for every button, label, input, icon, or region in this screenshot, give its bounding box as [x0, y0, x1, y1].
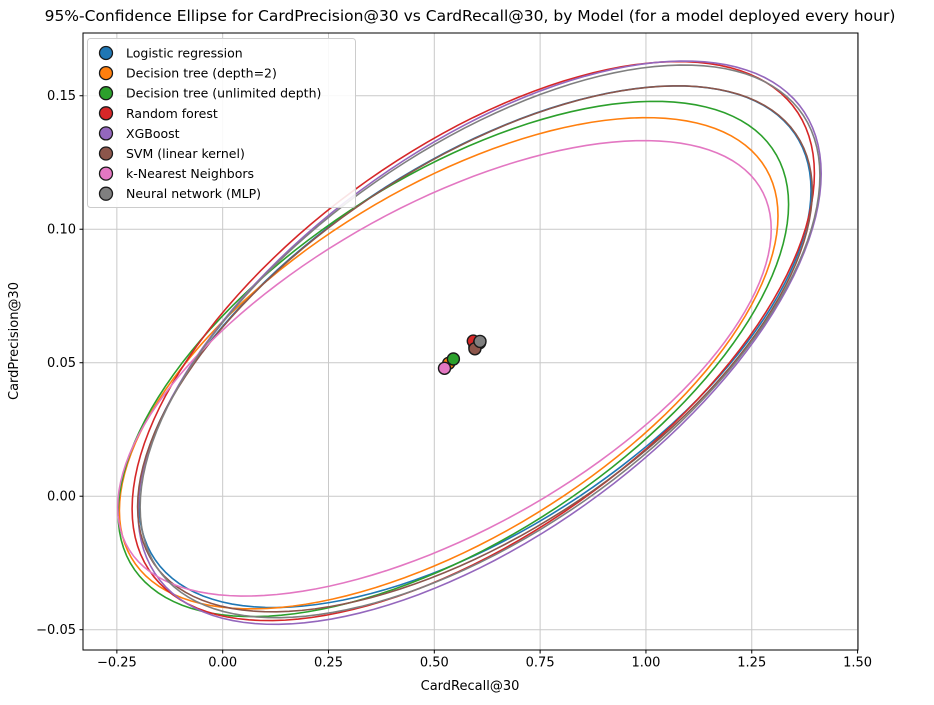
x-axis-ticks: −0.25 0.00 0.25 0.50 0.75 1.00 1.25 1.50	[97, 650, 872, 671]
legend: Logistic regression Decision tree (depth=…	[87, 38, 356, 208]
y-tick-label: 0.05	[47, 356, 76, 371]
legend-swatch	[98, 45, 114, 61]
y-axis-ticks: −0.05 0.00 0.05 0.10 0.15	[36, 89, 83, 638]
x-tick-label: 1.00	[631, 656, 660, 671]
plot-area-border	[82, 32, 859, 651]
x-tick-label: 0.75	[526, 656, 555, 671]
x-tick-label: 1.50	[843, 656, 872, 671]
legend-swatch	[98, 86, 114, 101]
legend-swatch	[98, 166, 114, 181]
confidence-ellipse-svm-linear-kernel-	[136, 85, 814, 613]
legend-swatch	[98, 146, 114, 161]
y-tick-label: 0.00	[47, 490, 76, 505]
y-tick-label: −0.05	[36, 623, 76, 638]
legend-swatch	[98, 126, 114, 141]
y-axis-label: CardPrecision@30	[7, 282, 22, 400]
confidence-ellipse-decision-tree-depth-2-	[118, 116, 779, 610]
legend-label: Random forest	[126, 106, 218, 121]
confidence-ellipse-k-nearest-neighbors	[116, 139, 773, 597]
legend-box	[87, 38, 356, 208]
chart-title: 95%-Confidence Ellipse for CardPrecision…	[45, 7, 896, 25]
y-tick-label: 0.15	[47, 89, 76, 104]
data-point-decision-tree-unlimited-depth-	[446, 352, 461, 366]
legend-swatch	[98, 65, 114, 81]
x-tick-label: 1.25	[737, 656, 766, 671]
data-points	[437, 334, 487, 375]
x-tick-label: 0.00	[208, 656, 237, 671]
x-axis-label: CardRecall@30	[421, 679, 520, 694]
x-tick-label: 0.25	[314, 656, 343, 671]
legend-swatch	[98, 186, 114, 201]
data-point-neural-network-mlp-	[473, 334, 487, 349]
confidence-ellipse-neural-network-mlp-	[139, 64, 821, 619]
legend-label: Logistic regression	[126, 46, 243, 61]
x-tick-label: −0.25	[97, 656, 137, 671]
y-tick-label: 0.10	[47, 223, 76, 238]
legend-label: k-Nearest Neighbors	[126, 166, 254, 181]
confidence-ellipses	[116, 60, 822, 626]
legend-label: Decision tree (depth=2)	[126, 66, 277, 81]
legend-label: XGBoost	[126, 126, 180, 141]
legend-swatch	[98, 106, 114, 121]
legend-label: Neural network (MLP)	[126, 186, 261, 201]
legend-label: SVM (linear kernel)	[126, 146, 245, 161]
legend-label: Decision tree (unlimited depth)	[126, 86, 321, 101]
x-tick-label: 0.50	[420, 656, 449, 671]
data-point-k-nearest-neighbors	[437, 361, 452, 375]
